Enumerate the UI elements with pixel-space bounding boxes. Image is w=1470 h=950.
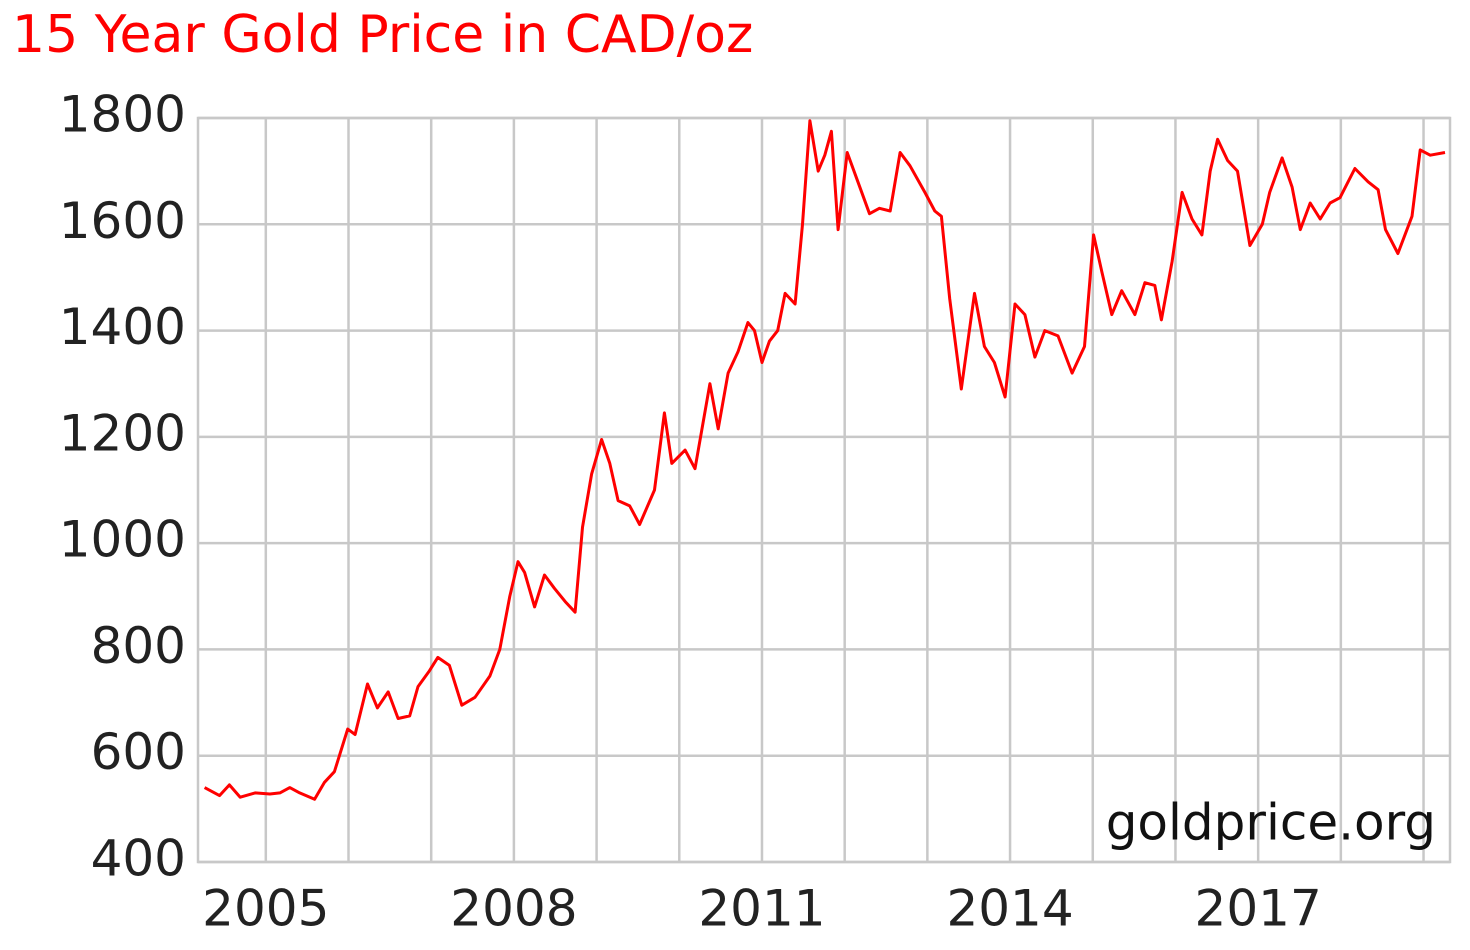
x-tick-label: 2008 (450, 880, 577, 938)
y-tick-label: 1800 (59, 86, 186, 144)
x-tick-label: 2017 (1195, 880, 1322, 938)
x-tick-label: 2014 (946, 880, 1073, 938)
x-tick-label: 2011 (698, 880, 825, 938)
y-tick-label: 600 (91, 723, 186, 781)
plot-border (196, 116, 1452, 864)
x-tick-label: 2005 (202, 880, 329, 938)
chart-title: 15 Year Gold Price in CAD/oz (12, 5, 753, 65)
y-tick-label: 1000 (59, 511, 186, 569)
y-tick-label: 1600 (59, 192, 186, 250)
y-tick-label: 1200 (59, 404, 186, 462)
watermark: goldprice.org (1106, 794, 1436, 852)
price-line (203, 119, 1446, 801)
y-tick-label: 800 (91, 617, 186, 675)
y-tick-label: 400 (91, 830, 186, 888)
y-tick-label: 1400 (59, 298, 186, 356)
